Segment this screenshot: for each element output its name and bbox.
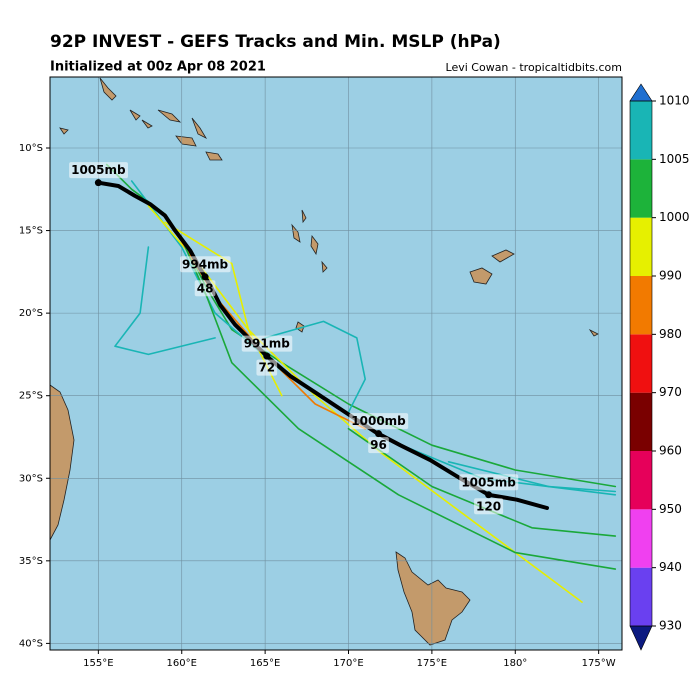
colorbar-tick-label: 1005: [659, 152, 690, 166]
pressure-label: 991mb: [241, 335, 293, 352]
pressure-text: 991mb: [244, 337, 291, 351]
pressure-label: 1005mb: [459, 474, 519, 491]
label-box: [180, 256, 231, 273]
x-tick-label: 180°: [503, 658, 527, 669]
colorbar-segment: [630, 217, 652, 276]
y-tick-label: 40°S: [19, 638, 43, 649]
label-box: [349, 413, 409, 430]
label-box: [256, 359, 278, 376]
land: [49, 77, 599, 646]
colorbar-segment: [630, 276, 652, 335]
colorbar-segment: [630, 509, 652, 568]
colorbar-segment: [630, 451, 652, 510]
pressure-label: 994mb: [180, 256, 231, 273]
colorbar-tick-label: 960: [659, 444, 682, 458]
colorbar-segment: [630, 101, 652, 160]
x-tick-label: 160°E: [167, 658, 197, 669]
y-tick-label: 20°S: [19, 308, 43, 319]
label-box: [241, 335, 293, 352]
label-box: [474, 498, 504, 515]
colorbar-segment: [630, 392, 652, 451]
hour-label: 96: [368, 437, 389, 454]
colorbar-frame: [629, 100, 653, 627]
subtitle: Initialized at 00z Apr 08 2021: [50, 60, 266, 75]
colorbar-tick-label: 980: [659, 327, 682, 341]
colorbar-tick-label: 950: [659, 502, 682, 516]
colorbar-segment: [630, 334, 652, 393]
pressure-text: 1005mb: [71, 163, 126, 177]
pressure-text: 1000mb: [351, 414, 406, 428]
colorbar-tick-label: 990: [659, 269, 682, 283]
colorbar-tick-label: 940: [659, 560, 682, 574]
hour-text: 120: [476, 499, 501, 513]
pressure-label: 1000mb: [349, 413, 409, 430]
ensemble-track: [447, 461, 617, 493]
y-tick-label: 25°S: [19, 391, 43, 402]
colorbar-tick-label: 1010: [659, 94, 690, 108]
label-box: [368, 437, 389, 454]
y-tick-label: 35°S: [19, 556, 43, 567]
colorbar-tick-label: 970: [659, 385, 682, 399]
x-tick-label: 155°E: [83, 658, 113, 669]
title: 92P INVEST - GEFS Tracks and Min. MSLP (…: [50, 32, 501, 52]
pressure-label: 1005mb: [69, 162, 129, 179]
y-tick-label: 10°S: [19, 143, 43, 154]
ensemble-track: [264, 320, 366, 413]
hour-text: 48: [197, 281, 214, 295]
colorbar-extend-low: [629, 625, 653, 651]
hour-text: 72: [258, 361, 275, 375]
map-frame: [49, 76, 623, 651]
pressure-text: 1005mb: [461, 475, 516, 489]
colorbar-tick-label: 1000: [659, 210, 690, 224]
x-tick-label: 165°E: [250, 658, 280, 669]
colorbar-segment: [630, 159, 652, 218]
credit: Levi Cowan - tropicaltidbits.com: [446, 61, 622, 74]
x-tick-label: 170°E: [333, 658, 363, 669]
forecast-point: [375, 430, 383, 438]
y-tick-label: 15°S: [19, 226, 43, 237]
colorbar-tick-label: 930: [659, 619, 682, 633]
hour-text: 96: [370, 438, 387, 452]
label-box: [69, 162, 129, 179]
y-tick-label: 30°S: [19, 473, 43, 484]
pressure-text: 994mb: [182, 257, 229, 271]
colorbar-segment: [630, 567, 652, 626]
label-box: [194, 280, 216, 297]
label-box: [459, 474, 519, 491]
forecast-point: [201, 273, 209, 281]
ensemble-track: [180, 238, 617, 570]
forecast-point: [94, 179, 102, 187]
x-tick-label: 175°W: [582, 658, 616, 669]
forecast-point: [263, 352, 271, 360]
ocean: [50, 77, 622, 650]
x-tick-label: 175°E: [417, 658, 447, 669]
forecast-point: [485, 491, 493, 499]
colorbar-extend-high: [629, 83, 653, 102]
hour-label: 48: [194, 280, 216, 297]
ensemble-track: [114, 246, 216, 356]
hour-label: 72: [256, 359, 278, 376]
hour-label: 120: [474, 498, 504, 515]
